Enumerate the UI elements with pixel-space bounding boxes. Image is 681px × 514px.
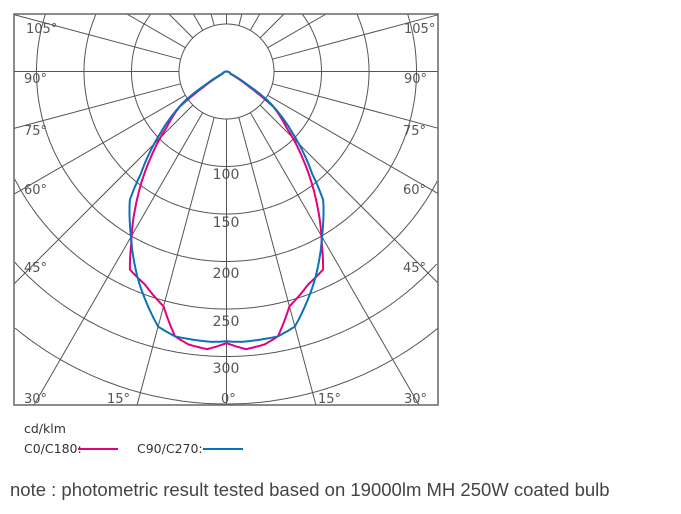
circle-50 <box>178 23 275 120</box>
circle-100 <box>131 14 322 167</box>
angle-label-right-75: 75° <box>403 124 426 139</box>
spoke-210 <box>192 13 204 31</box>
spoke-330 <box>33 112 204 406</box>
angle-label-left-90: 90° <box>24 72 47 87</box>
radial-labels: 100 150 200 250 300 <box>213 167 240 377</box>
spoke-30 <box>249 112 420 406</box>
angle-label-right-30: 30° <box>404 392 427 407</box>
circle-300 <box>14 261 437 357</box>
spoke-300 <box>13 94 186 195</box>
note-text: note : photometric result tested based o… <box>10 479 610 500</box>
spoke-60 <box>267 94 439 195</box>
chart-frame <box>13 13 439 406</box>
spoke-345 <box>136 117 215 406</box>
curve-c90-c270 <box>128 70 325 343</box>
spoke-255 <box>13 14 181 60</box>
angle-label-left-105: 105° <box>26 22 57 37</box>
spoke-165 <box>238 13 243 26</box>
polar-grid <box>13 13 439 406</box>
polar-chart: 105° 90° 75° 60° 45° 30° 15° 0° 15° 30° … <box>13 13 439 407</box>
circle-250 <box>14 179 438 310</box>
radial-label-150: 150 <box>213 215 240 231</box>
spoke-135 <box>259 13 285 39</box>
radial-label-300: 300 <box>213 361 240 377</box>
angle-label-left-75: 75° <box>24 124 47 139</box>
angle-label-right-45: 45° <box>403 261 426 276</box>
spoke-225 <box>168 13 194 39</box>
radial-label-200: 200 <box>213 266 240 282</box>
angle-label-left-60: 60° <box>24 183 47 198</box>
angle-label-right-105: 105° <box>404 22 435 37</box>
angle-label-0: 0° <box>221 392 236 407</box>
angle-label-left-30: 30° <box>24 392 47 407</box>
angle-label-left-15: 15° <box>107 392 130 407</box>
legend-label-c90: C90/C270: <box>137 441 203 456</box>
circle-350 <box>14 327 439 405</box>
radial-label-100: 100 <box>213 167 240 183</box>
angle-label-right-15: 15° <box>318 392 341 407</box>
spoke-120 <box>267 13 327 49</box>
angle-labels: 105° 90° 75° 60° 45° 30° 15° 0° 15° 30° … <box>24 22 435 407</box>
spoke-150 <box>249 13 261 31</box>
spoke-45 <box>259 104 439 284</box>
legend-swatch-c90 <box>203 448 243 450</box>
spoke-240 <box>126 13 186 49</box>
spoke-15 <box>238 117 317 406</box>
angle-label-right-90: 90° <box>404 72 427 87</box>
spoke-285 <box>13 83 181 129</box>
legend-swatch-c0 <box>78 448 118 450</box>
spoke-195 <box>210 13 215 26</box>
circle-150 <box>83 14 370 215</box>
unit-label: cd/klm <box>24 421 66 436</box>
angle-label-right-60: 60° <box>403 183 426 198</box>
circle-200 <box>36 14 417 262</box>
angle-label-left-45: 45° <box>24 261 47 276</box>
curves <box>128 70 325 351</box>
legend-label-c0: C0/C180: <box>24 441 82 456</box>
radial-label-250: 250 <box>213 314 240 330</box>
